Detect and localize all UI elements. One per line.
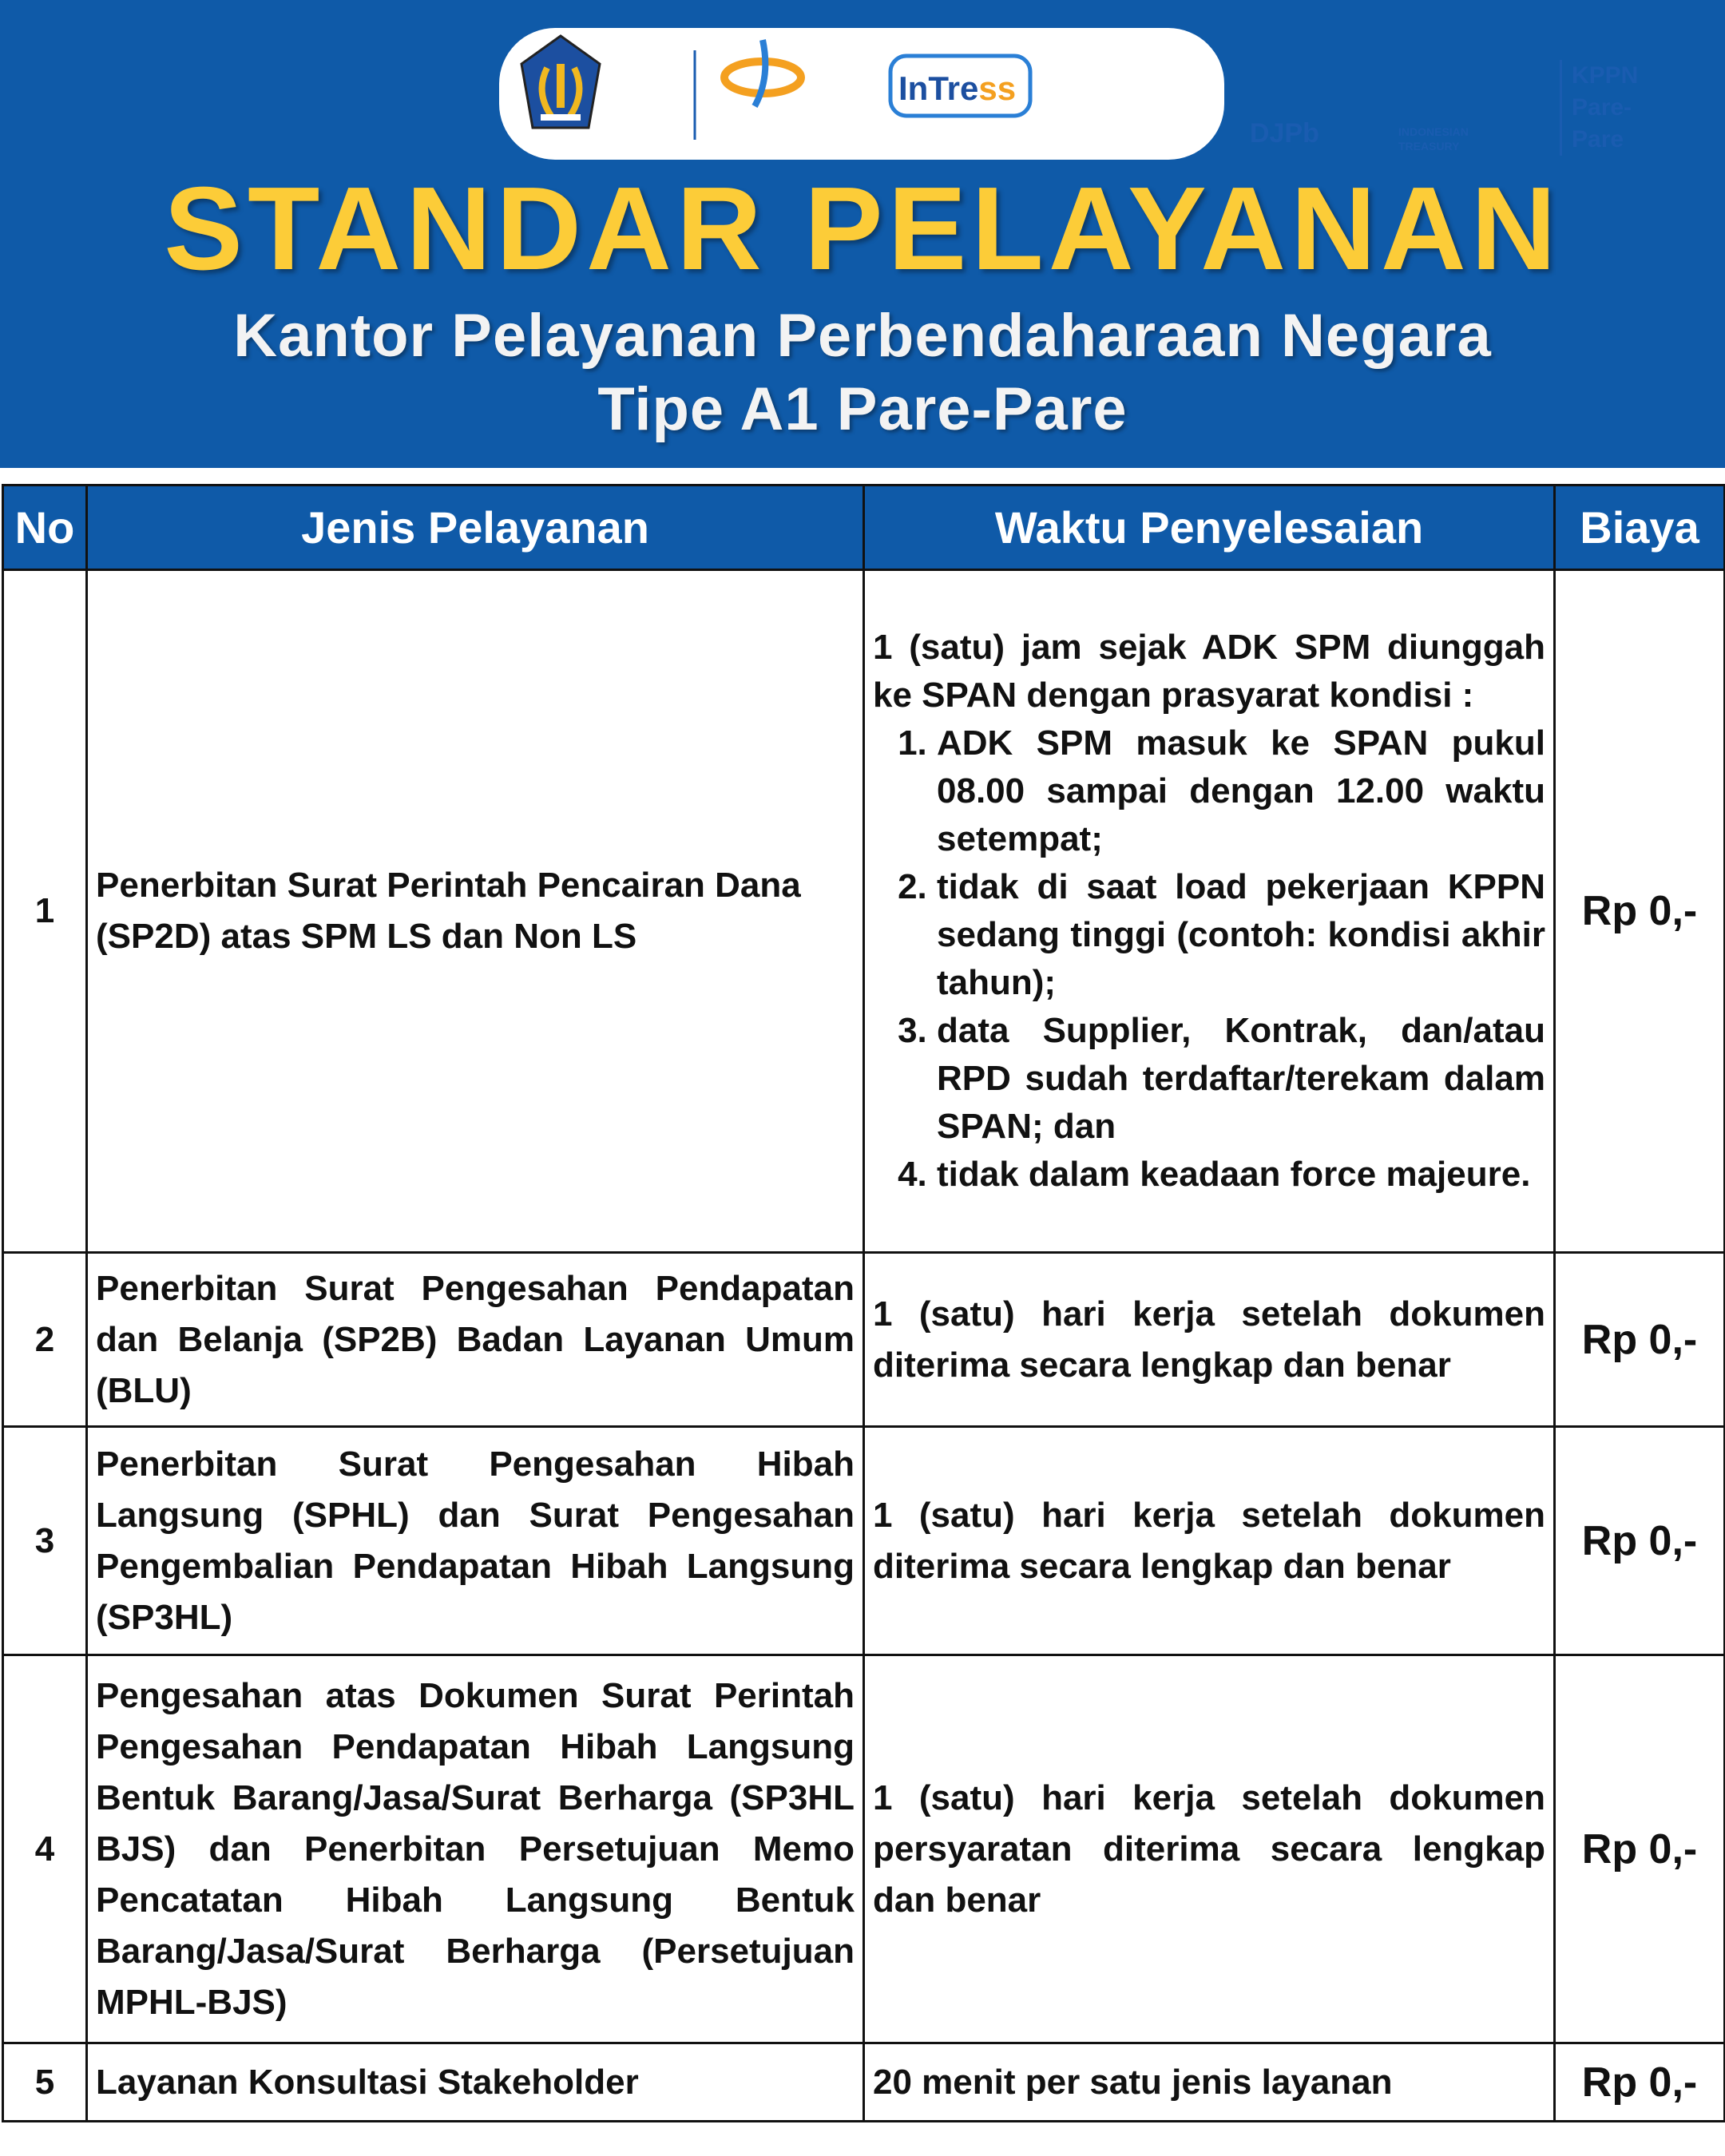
row-no: 4 — [2, 1654, 88, 2044]
intress-subtitle: INDONESIAN TREASURY — [1398, 125, 1469, 153]
table-row: 1 Penerbitan Surat Perintah Pencairan Da… — [2, 569, 1725, 1254]
row-no: 5 — [2, 2042, 88, 2122]
condition-list: ADK SPM masuk ke SPAN pukul 08.00 sampai… — [873, 719, 1545, 1199]
table-header-row: No Jenis Pelayanan Waktu Penyelesaian Bi… — [2, 484, 1725, 571]
row-jenis: Penerbitan Surat Perintah Pencairan Dana… — [85, 569, 865, 1254]
row-waktu: 1 (satu) hari kerja setelah dokumen dite… — [862, 1251, 1556, 1428]
table-row: 5 Layanan Konsultasi Stakeholder 20 meni… — [2, 2042, 1725, 2122]
djpb-logo-icon — [720, 39, 805, 108]
table-row: 2 Penerbitan Surat Pengesahan Pendapatan… — [2, 1251, 1725, 1428]
kppn-label: KPPN Pare-Pare — [1560, 60, 1638, 156]
kemenkeu-emblem-icon — [520, 34, 601, 129]
kppn-line1: KPPN — [1572, 62, 1639, 89]
logos-graphic: InTress — [520, 34, 1033, 140]
service-standard-table: No Jenis Pelayanan Waktu Penyelesaian Bi… — [2, 484, 1725, 2122]
header-banner: InTress DJPb INDONESIAN TREASURY KPPN Pa… — [0, 0, 1725, 468]
row-biaya: Rp 0,- — [1553, 1425, 1725, 1656]
condition-item: tidak di saat load pekerjaan KPPN sedang… — [937, 863, 1545, 1007]
row-waktu: 1 (satu) hari kerja setelah dokumen pers… — [862, 1654, 1556, 2044]
row-waktu: 1 (satu) hari kerja setelah dokumen dite… — [862, 1425, 1556, 1656]
svg-text:InTress: InTress — [898, 69, 1016, 107]
condition-item: tidak dalam keadaan force majeure. — [937, 1151, 1545, 1199]
row-jenis: Penerbitan Surat Pengesahan Pendapatan d… — [85, 1251, 865, 1428]
condition-item: ADK SPM masuk ke SPAN pukul 08.00 sampai… — [937, 719, 1545, 863]
col-header-biaya: Biaya — [1553, 484, 1725, 571]
row-waktu: 1 (satu) jam sejak ADK SPM diunggah ke S… — [862, 569, 1556, 1254]
subtitle-line1: Kantor Pelayanan Perbendaharaan Negara — [233, 302, 1492, 370]
col-header-jenis: Jenis Pelayanan — [85, 484, 865, 571]
row-biaya: Rp 0,- — [1553, 569, 1725, 1254]
row-biaya: Rp 0,- — [1553, 2042, 1725, 2122]
row-waktu: 20 menit per satu jenis layanan — [862, 2042, 1556, 2122]
logo-bar: InTress DJPb INDONESIAN TREASURY KPPN Pa… — [499, 28, 1638, 160]
condition-item: data Supplier, Kontrak, dan/atau RPD sud… — [937, 1007, 1545, 1151]
row-no: 3 — [2, 1425, 88, 1656]
row-no: 2 — [2, 1251, 88, 1428]
col-header-waktu: Waktu Penyelesaian — [862, 484, 1556, 571]
row-jenis: Penerbitan Surat Pengesahan Hibah Langsu… — [85, 1425, 865, 1656]
table-row: 3 Penerbitan Surat Pengesahan Hibah Lang… — [2, 1425, 1725, 1656]
waktu-intro: 1 (satu) jam sejak ADK SPM diunggah ke S… — [873, 628, 1545, 715]
djpb-label: DJPb — [1250, 118, 1319, 149]
subtitle-line2: Tipe A1 Pare-Pare — [597, 375, 1128, 443]
table-row: 4 Pengesahan atas Dokumen Surat Perintah… — [2, 1654, 1725, 2044]
intress-logo-icon: InTress — [888, 54, 1033, 118]
col-header-no: No — [2, 484, 88, 571]
row-no: 1 — [2, 569, 88, 1254]
row-jenis: Pengesahan atas Dokumen Surat Perintah P… — [85, 1654, 865, 2044]
row-jenis: Layanan Konsultasi Stakeholder — [85, 2042, 865, 2122]
page-title: STANDAR PELAYANAN — [164, 163, 1561, 295]
row-biaya: Rp 0,- — [1553, 1654, 1725, 2044]
row-biaya: Rp 0,- — [1553, 1251, 1725, 1428]
kppn-line2: Pare-Pare — [1572, 94, 1632, 153]
